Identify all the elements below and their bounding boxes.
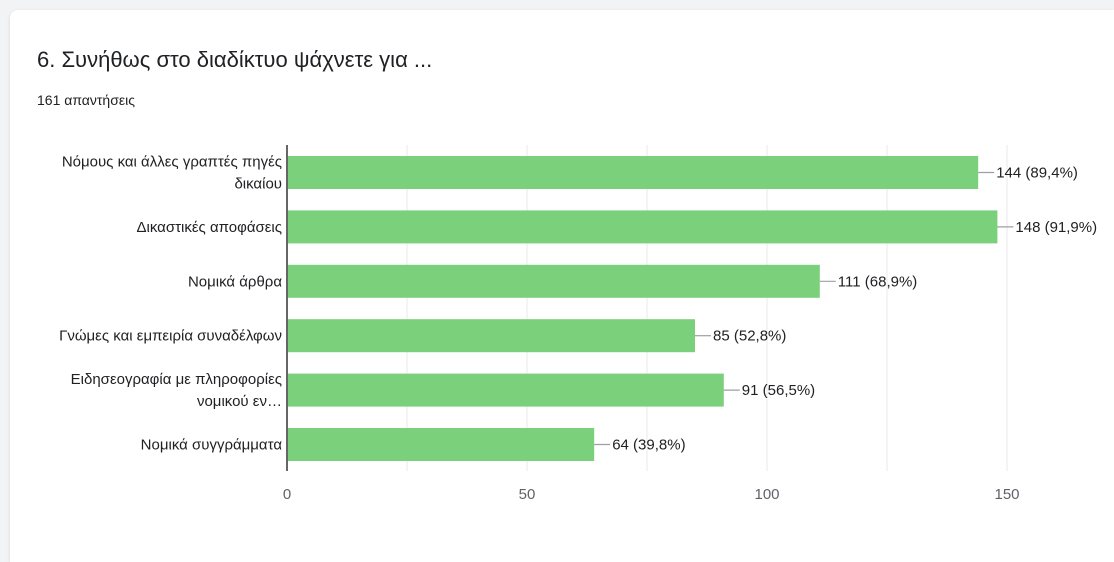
x-tick-label: 0 [283, 486, 291, 503]
value-label: 91 (56,5%) [742, 382, 815, 399]
category-label-line: Γνώμες και εμπειρία συναδέλφων [59, 328, 282, 345]
value-label: 111 (68,9%) [838, 273, 918, 290]
value-label: 85 (52,8%) [713, 328, 786, 345]
category-label-line: δικαίου [234, 176, 282, 193]
bar [288, 319, 695, 353]
bar [288, 373, 724, 407]
category-label-line: Νομικά άρθρα [188, 273, 282, 290]
category-label: Ειδησεογραφία με πληροφορίες νομικού εν… [71, 371, 282, 410]
value-label: 148 (91,9%) [1015, 219, 1097, 236]
category-label: Νομικά άρθρα [188, 273, 282, 290]
category-label: Γνώμες και εμπειρία συναδέλφων [59, 328, 282, 345]
category-label-line: Ειδησεογραφία με πληροφορίες [71, 371, 282, 388]
bar [288, 156, 979, 189]
bar [288, 428, 595, 461]
category-label-line: Νομικά συγγράμματα [141, 437, 283, 454]
category-label: Νόμους και άλλες γραπτές πηγές δικαίου [62, 154, 282, 193]
question-title: 6. Συνήθως στο διαδίκτυο ψάχνετε για ... [37, 47, 433, 72]
x-tick-label: 150 [994, 486, 1019, 503]
bar [288, 264, 820, 298]
category-label: Νομικά συγγράμματα [141, 437, 283, 454]
category-label-line: Νόμους και άλλες γραπτές πηγές [62, 154, 282, 171]
x-tick-label: 100 [754, 486, 779, 503]
category-label-line: Δικαστικές αποφάσεις [137, 219, 283, 236]
x-tick-label: 50 [519, 486, 536, 503]
response-count: 161 απαντήσεις [37, 92, 135, 108]
category-label-line: νομικού εν… [197, 393, 282, 410]
value-label: 64 (39,8%) [612, 437, 685, 454]
category-label: Δικαστικές αποφάσεις [137, 219, 283, 236]
value-label: 144 (89,4%) [996, 165, 1078, 182]
bar [288, 210, 998, 244]
